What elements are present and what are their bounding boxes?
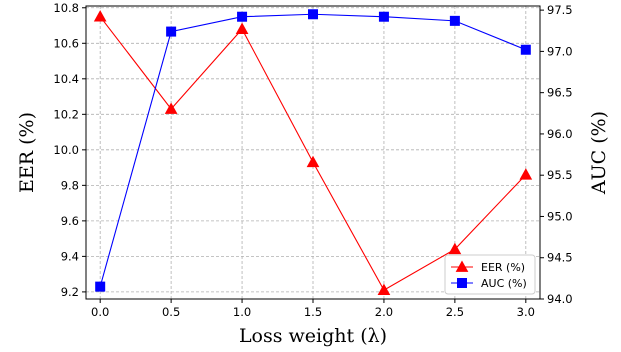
eer-point <box>519 168 533 180</box>
x-tick-label: 3.0 <box>517 305 535 319</box>
series-layer <box>93 9 533 296</box>
right-y-tick-label: 97.0 <box>547 44 573 58</box>
eer-point <box>377 283 391 296</box>
x-tick-label: 0.0 <box>91 305 109 319</box>
x-tick-label: 0.5 <box>162 305 180 319</box>
left-y-tick-label: 10.4 <box>53 72 79 86</box>
right-y-tick-label: 95.5 <box>547 168 573 182</box>
left-y-tick-label: 10.6 <box>53 36 79 50</box>
right-y-tick-label: 97.5 <box>547 3 573 17</box>
eer-point <box>164 102 178 114</box>
eer-point <box>306 155 320 168</box>
x-tick-label: 2.5 <box>446 305 464 319</box>
left-y-tick-label: 9.2 <box>61 285 79 299</box>
auc-line <box>99 13 527 287</box>
left-y-tick-label: 9.8 <box>61 178 79 192</box>
auc-point <box>378 11 389 22</box>
left-y-tick-label: 10.0 <box>53 143 79 157</box>
auc-point <box>520 44 531 55</box>
x-tick-label: 1.0 <box>233 305 251 319</box>
legend-auc-label: AUC (%) <box>481 277 527 290</box>
eer-point <box>235 22 249 34</box>
x-tick-label: 2.0 <box>375 305 393 319</box>
x-tick-label: 1.5 <box>304 305 322 319</box>
left-y-tick-label: 10.2 <box>53 107 79 121</box>
legend-auc-marker <box>457 278 467 288</box>
auc-point <box>308 9 318 20</box>
axes: 0.0 0.5 1.0 1.5 2.0 2.5 3.0 9.2 9.4 9.6 9.8 10.0 10.… <box>53 1 572 319</box>
right-y-tick-label: 94.0 <box>547 292 573 306</box>
eer-point <box>93 10 107 22</box>
auc-point <box>449 15 460 26</box>
legend-eer-marker <box>455 260 469 272</box>
right-y-axis-title: AUC (%) <box>588 111 610 195</box>
auc-point <box>166 26 177 37</box>
right-y-tick-label: 96.0 <box>547 127 573 141</box>
legend-eer-label: EER (%) <box>481 261 525 274</box>
auc-series <box>95 9 531 292</box>
left-y-tick-label: 10.8 <box>53 1 79 15</box>
legend: EER (%) AUC (%) <box>444 254 536 295</box>
left-y-tick-label: 9.6 <box>61 214 79 228</box>
right-y-tick-label: 96.5 <box>547 86 573 100</box>
x-axis-title: Loss weight (λ) <box>239 325 387 347</box>
eer-point <box>448 242 462 255</box>
eer-series <box>93 10 533 296</box>
auc-point <box>95 281 106 292</box>
right-y-tick-label: 94.5 <box>547 251 573 265</box>
grid <box>86 6 540 299</box>
right-y-tick-label: 95.0 <box>547 209 573 223</box>
left-y-tick-label: 9.4 <box>61 249 79 263</box>
left-y-axis-title: EER (%) <box>16 112 38 193</box>
auc-point <box>237 11 248 22</box>
legend-box <box>444 254 536 295</box>
